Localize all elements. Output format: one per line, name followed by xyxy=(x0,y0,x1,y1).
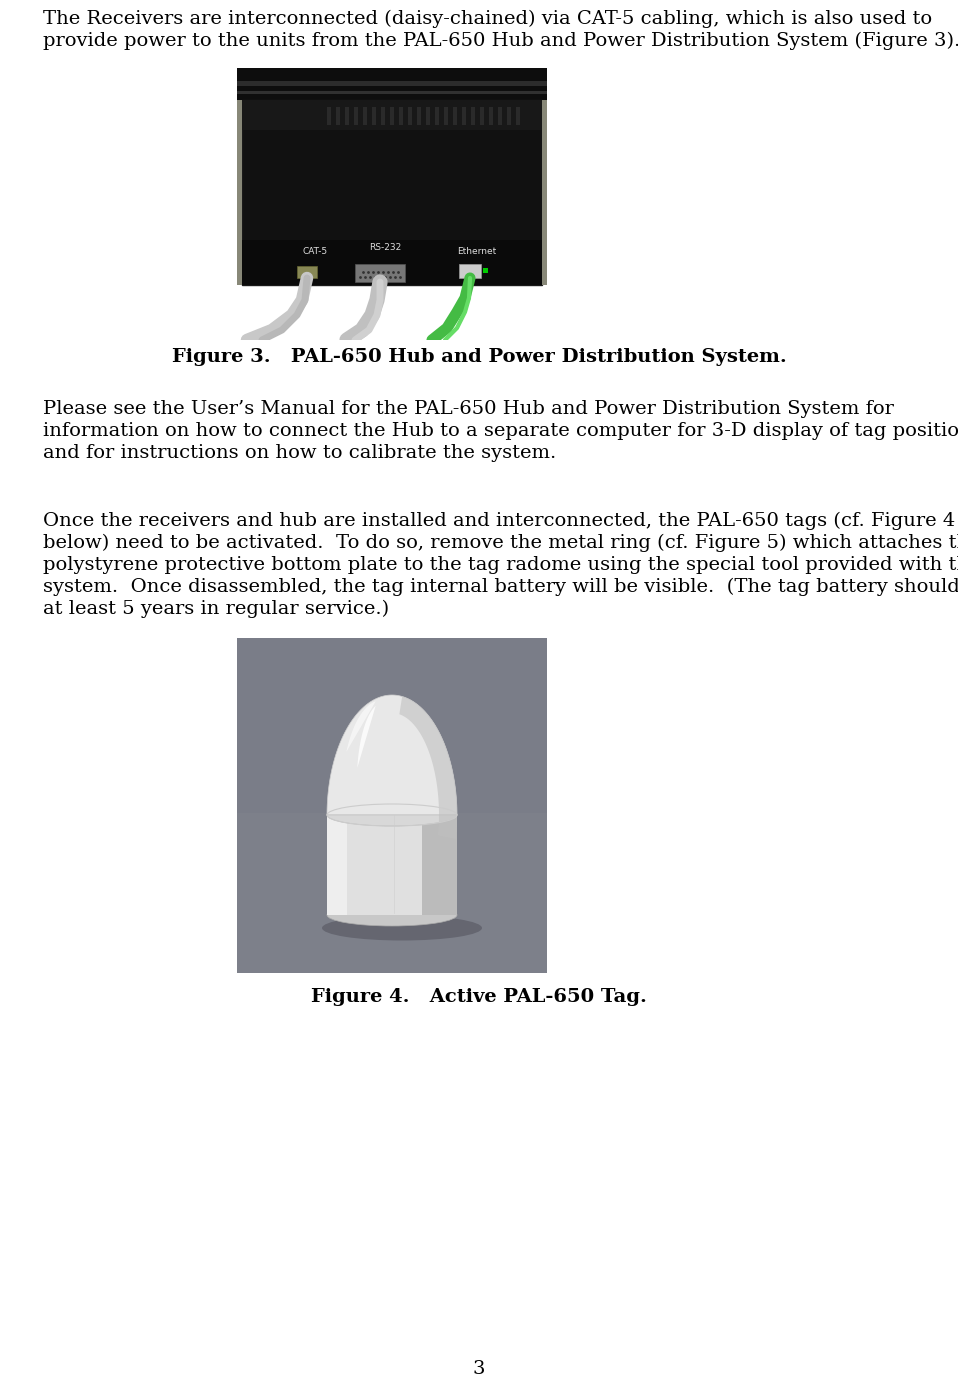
Text: information on how to connect the Hub to a separate computer for 3-D display of : information on how to connect the Hub to… xyxy=(43,422,958,440)
Text: Figure 3.   PAL-650 Hub and Power Distribution System.: Figure 3. PAL-650 Hub and Power Distribu… xyxy=(171,348,787,366)
Text: below) need to be activated.  To do so, remove the metal ring (cf. Figure 5) whi: below) need to be activated. To do so, r… xyxy=(43,534,958,552)
Text: polystyrene protective bottom plate to the tag radome using the special tool pro: polystyrene protective bottom plate to t… xyxy=(43,557,958,575)
Text: at least 5 years in regular service.): at least 5 years in regular service.) xyxy=(43,600,389,618)
Text: Figure 4.   Active PAL-650 Tag.: Figure 4. Active PAL-650 Tag. xyxy=(311,988,647,1006)
Text: and for instructions on how to calibrate the system.: and for instructions on how to calibrate… xyxy=(43,444,557,462)
Text: provide power to the units from the PAL-650 Hub and Power Distribution System (F: provide power to the units from the PAL-… xyxy=(43,32,958,50)
Text: system.  Once disassembled, the tag internal battery will be visible.  (The tag : system. Once disassembled, the tag inter… xyxy=(43,577,958,597)
Text: The Receivers are interconnected (daisy-chained) via CAT-5 cabling, which is als: The Receivers are interconnected (daisy-… xyxy=(43,10,932,28)
Text: Please see the User’s Manual for the PAL-650 Hub and Power Distribution System f: Please see the User’s Manual for the PAL… xyxy=(43,400,894,418)
Text: Once the receivers and hub are installed and interconnected, the PAL-650 tags (c: Once the receivers and hub are installed… xyxy=(43,512,955,530)
Text: 3: 3 xyxy=(472,1360,486,1378)
